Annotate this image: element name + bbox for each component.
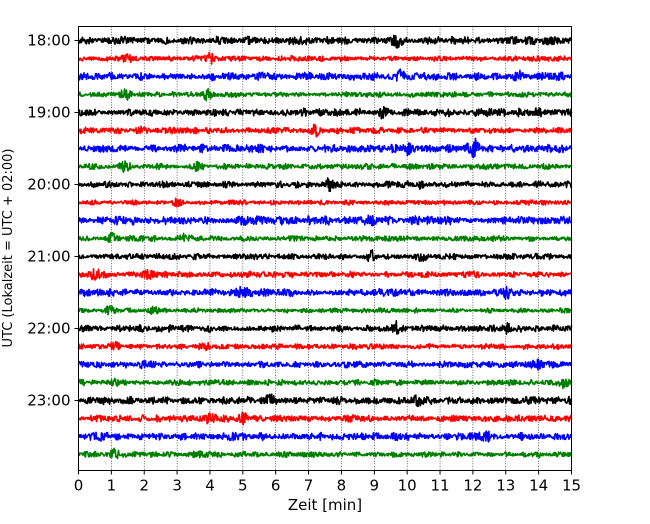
trace-row <box>77 51 573 65</box>
x-tick-label: 8 <box>337 477 347 495</box>
trace-row <box>77 268 573 281</box>
x-tick-label: 0 <box>74 477 84 495</box>
x-tick-label: 12 <box>463 477 482 495</box>
x-tick-label: 15 <box>562 477 581 495</box>
x-tick-label: 10 <box>398 477 417 495</box>
trace-row <box>78 177 573 193</box>
trace-row <box>77 214 573 227</box>
y-tick-label: 23:00 <box>27 392 70 410</box>
y-axis-ticks: 18:00 19:00 20:00 21:00 22:00 23:00 <box>27 32 79 410</box>
x-tick-label: 6 <box>271 477 281 495</box>
x-tick-label: 9 <box>370 477 380 495</box>
trace-row <box>77 319 573 336</box>
x-tick-label: 1 <box>107 477 117 495</box>
trace-row <box>77 430 573 443</box>
trace-row <box>77 105 573 120</box>
plot-frame <box>78 26 572 471</box>
y-tick-label: 18:00 <box>27 32 70 50</box>
trace-row <box>77 340 573 352</box>
trace-row <box>77 447 573 460</box>
trace-row <box>78 393 573 408</box>
trace-row <box>77 34 573 49</box>
y-tick-label: 21:00 <box>27 248 70 266</box>
x-tick-label: 11 <box>430 477 449 495</box>
x-tick-label: 2 <box>139 477 149 495</box>
x-tick-label: 13 <box>496 477 515 495</box>
x-tick-label: 3 <box>172 477 182 495</box>
x-tick-label: 5 <box>238 477 248 495</box>
trace-row <box>77 304 573 316</box>
x-tick-label: 4 <box>205 477 215 495</box>
y-tick-label: 22:00 <box>27 320 70 338</box>
y-tick-label: 20:00 <box>27 176 70 194</box>
trace-row <box>77 249 572 263</box>
trace-row <box>77 285 573 300</box>
x-tick-label: 7 <box>304 477 314 495</box>
trace-row <box>78 137 573 159</box>
trace-row <box>77 358 573 371</box>
trace-row <box>77 87 573 102</box>
x-tick-label: 14 <box>529 477 548 495</box>
y-tick-label: 19:00 <box>27 104 70 122</box>
x-axis-label: Zeit [min] <box>288 496 362 514</box>
trace-lines <box>77 34 573 460</box>
trace-row <box>77 197 573 208</box>
trace-row <box>77 231 572 244</box>
y-axis-label: UTC (Lokalzeit = UTC + 02:00) <box>1 149 16 348</box>
trace-row <box>77 68 573 82</box>
x-axis-ticks: 0 1 2 3 4 5 6 7 8 9 10 11 12 13 14 15 <box>74 470 581 495</box>
trace-row <box>78 160 573 173</box>
trace-row <box>78 411 573 426</box>
trace-row <box>78 377 573 390</box>
trace-row <box>77 123 573 138</box>
